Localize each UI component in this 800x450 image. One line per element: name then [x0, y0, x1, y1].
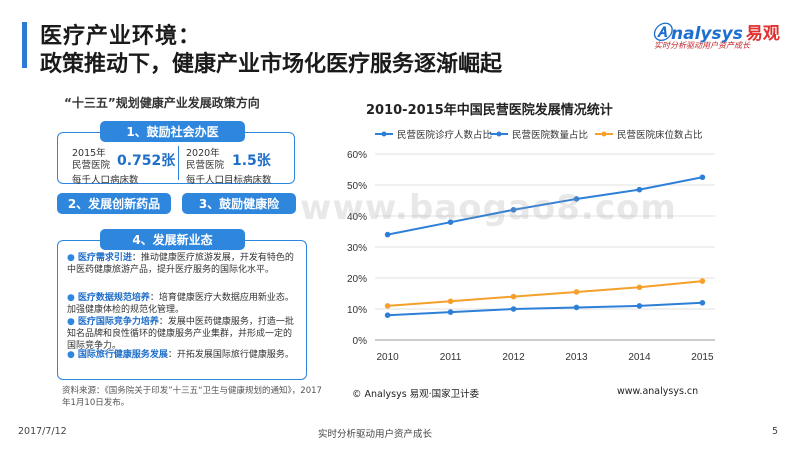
logo-brand-text: nalysys	[671, 24, 743, 44]
data-point	[384, 231, 391, 238]
legend-marker	[601, 131, 607, 137]
bullet-text: ：开拓发展国际旅行健康服务。	[167, 350, 294, 360]
bullet-text: ：发展中医药健康服务，打造一批知名品牌和良性循环的健康服务产业集群，并形成一定的…	[67, 317, 294, 351]
bullet-key: 医疗需求引进	[77, 253, 132, 263]
footer-date: 2017/7/12	[18, 426, 67, 437]
y-tick-label: 0%	[353, 336, 368, 347]
legend-marker	[381, 131, 387, 137]
bullet-dot-icon: ●	[67, 317, 75, 327]
footer-tagline: 实时分析驱动用户资产成长	[318, 429, 433, 440]
data-point	[447, 309, 454, 315]
data-point	[699, 174, 706, 181]
page-title-line2: 政策推动下，健康产业市场化医疗服务逐渐崛起	[40, 52, 503, 77]
bullet-item: ● 医疗数据规范培养：培育健康医疗大数据应用新业态。加强健康体检的规范化管理。	[67, 292, 299, 316]
title-accent-bar	[22, 22, 27, 68]
data-point	[636, 284, 643, 291]
data-point	[573, 196, 580, 202]
bullet-text: ：推动健康医疗旅游发展，开发有特色的中医药健康旅游产品，提升医疗服务的国际化水平…	[67, 253, 294, 275]
logo-brand: Ⓐnalysys 易观	[652, 18, 780, 45]
series-line	[387, 176, 703, 236]
source-note: 资料来源：《国务院关于印发”十三五“卫生与健康规划的通知》，2017年1月10日…	[62, 386, 322, 408]
stat-b-desc: 每千人口目标病床数	[186, 175, 272, 186]
legend-label: 民营医院诊疗人数占比	[397, 129, 492, 141]
y-tick-label: 40%	[347, 212, 367, 223]
y-tick-label: 10%	[347, 305, 367, 316]
series-line	[387, 280, 703, 307]
policy-title: “十三五”规划健康产业发展政策方向	[64, 96, 260, 110]
chart-site: www.analysys.cn	[617, 386, 699, 397]
bullet-dot-icon: ●	[67, 253, 75, 263]
section3-label: 3、鼓励健康险	[182, 193, 296, 214]
section1-label: 1、鼓励社会办医	[100, 121, 245, 142]
bullet-text: ：培育健康医疗大数据应用新业态。加强健康体检的规范化管理。	[67, 293, 294, 315]
stat-b-prefix: 2020年 民营医院	[186, 148, 225, 171]
legend-label: 民营医院床位数占比	[617, 129, 703, 141]
y-tick-label: 50%	[347, 181, 367, 192]
bullet-key: 医疗国际竞争力培养	[77, 317, 159, 327]
logo-brand-cn: 易观	[745, 24, 780, 44]
bullet-item: ● 医疗国际竞争力培养：发展中医药健康服务，打造一批知名品牌和良性循环的健康服务产…	[67, 316, 299, 352]
page-title-line1: 医疗产业环境：	[40, 24, 202, 49]
stat-divider	[178, 146, 179, 180]
x-tick-label: 2013	[565, 352, 588, 363]
stat-a-value: 0.752张	[117, 153, 176, 169]
legend-label: 民营医院数量占比	[512, 129, 588, 141]
chart-title: 2010-2015年中国民营医院发展情况统计	[366, 103, 613, 118]
x-tick-label: 2014	[628, 352, 651, 363]
data-point	[447, 219, 454, 225]
data-point	[573, 304, 580, 311]
data-point	[447, 298, 454, 305]
analysys-logo: Ⓐnalysys 易观 实时分析驱动用户资产成长	[652, 18, 782, 52]
data-point	[699, 300, 706, 306]
x-tick-label: 2012	[502, 352, 525, 363]
data-point	[510, 306, 517, 312]
bullet-key: 医疗数据规范培养	[77, 293, 150, 303]
bullet-dot-icon: ●	[67, 350, 75, 360]
data-point	[384, 312, 391, 318]
x-tick-label: 2010	[376, 352, 399, 363]
logo-tagline: 实时分析驱动用户资产成长	[654, 41, 750, 50]
section2-label: 2、发展创新药品	[57, 193, 171, 214]
stat-b-value: 1.5张	[232, 153, 271, 169]
bullet-dot-icon: ●	[67, 293, 75, 303]
data-point	[384, 303, 391, 309]
chart-copyright: © Analysys 易观·国家卫计委	[352, 389, 480, 400]
legend-marker	[496, 131, 502, 137]
x-tick-label: 2015	[691, 352, 714, 363]
data-point	[699, 278, 706, 284]
page-number: 5	[772, 426, 779, 437]
stat-a-desc: 每千人口病床数	[72, 175, 139, 186]
stat-a-prefix: 2015年 民营医院	[72, 148, 111, 171]
series-line	[387, 301, 703, 317]
y-tick-label: 60%	[347, 150, 367, 161]
bullet-key: 国际旅行健康服务发展	[77, 350, 168, 360]
data-point	[510, 207, 517, 213]
bullet-item: ● 医疗需求引进：推动健康医疗旅游发展，开发有特色的中医药健康旅游产品，提升医疗服…	[67, 252, 299, 276]
data-point	[573, 289, 580, 295]
section4-box	[57, 240, 307, 380]
data-point	[636, 186, 643, 193]
line-chart: 0% 10% 20% 30% 40% 50% 60% 2010 2011 2012 2013 2014…	[347, 129, 715, 363]
section4-label: 4、发展新业态	[100, 229, 245, 250]
data-point	[636, 303, 643, 309]
data-point	[510, 293, 517, 300]
bullet-item: ● 国际旅行健康服务发展：开拓发展国际旅行健康服务。	[67, 349, 299, 361]
x-tick-label: 2011	[440, 352, 462, 363]
logo-a-icon: Ⓐ	[652, 22, 672, 44]
y-tick-label: 30%	[347, 243, 367, 254]
y-tick-label: 20%	[347, 274, 367, 285]
